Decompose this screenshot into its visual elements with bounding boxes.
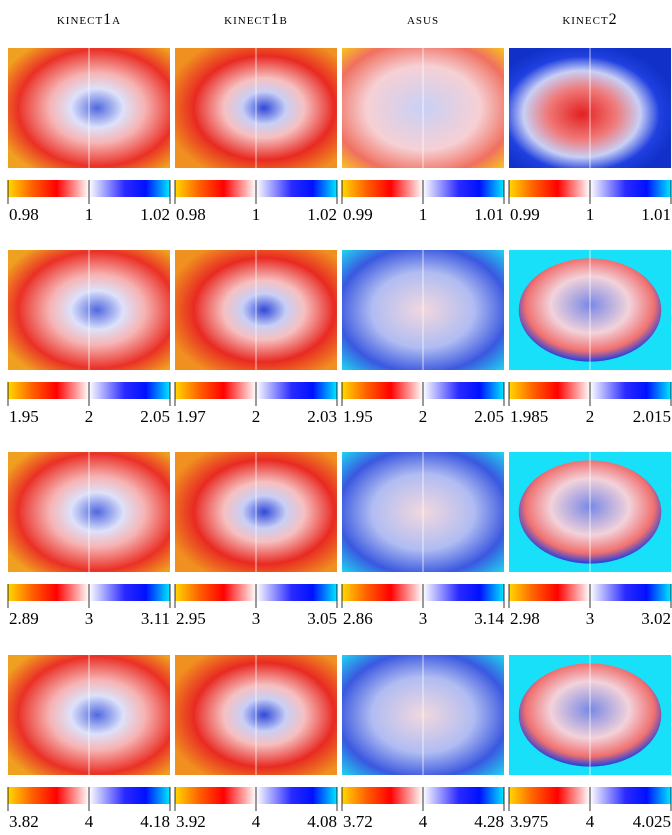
- tick-label: 4: [85, 812, 94, 831]
- tick-label: 3.92: [176, 812, 206, 831]
- tick-label: 2: [419, 407, 428, 426]
- column-header: asus: [407, 11, 439, 28]
- tick-label: 0.99: [510, 205, 540, 224]
- tick-label: 4: [252, 812, 261, 831]
- tick-label: 1.01: [474, 205, 504, 224]
- heatmap: [8, 452, 170, 572]
- tick-label: 4: [586, 812, 595, 831]
- tick-label: 3.72: [343, 812, 373, 831]
- heatmap: [8, 250, 170, 370]
- tick-label: 3.05: [307, 609, 337, 628]
- heatmap-blob: [518, 460, 662, 564]
- tick-label: 2.05: [474, 407, 504, 426]
- tick-label: 2.95: [176, 609, 206, 628]
- tick-label: 3.975: [510, 812, 548, 831]
- tick-label: 4.28: [474, 812, 504, 831]
- tick-label: 2.03: [307, 407, 337, 426]
- heatmap: [342, 48, 504, 168]
- tick-label: 1.02: [140, 205, 170, 224]
- tick-label: 2.015: [633, 407, 671, 426]
- heatmap-blob: [518, 663, 662, 767]
- tick-label: 0.98: [9, 205, 39, 224]
- heatmap: [342, 250, 504, 370]
- tick-label: 1: [85, 205, 94, 224]
- heatmap: [8, 655, 170, 775]
- tick-label: 3: [419, 609, 428, 628]
- heatmap: [8, 48, 170, 168]
- tick-label: 1: [586, 205, 595, 224]
- tick-label: 3: [586, 609, 595, 628]
- tick-label: 2: [85, 407, 94, 426]
- tick-label: 2: [252, 407, 261, 426]
- tick-label: 3.14: [474, 609, 504, 628]
- tick-label: 1: [419, 205, 428, 224]
- tick-label: 3: [252, 609, 261, 628]
- tick-label: 2.89: [9, 609, 39, 628]
- heatmap: [175, 452, 337, 572]
- tick-label: 2: [586, 407, 595, 426]
- tick-label: 4.025: [633, 812, 671, 831]
- tick-label: 1.97: [176, 407, 206, 426]
- column-header: kinect1a: [57, 11, 121, 28]
- tick-label: 3.11: [141, 609, 170, 628]
- tick-label: 1.985: [510, 407, 548, 426]
- heatmap: [342, 655, 504, 775]
- tick-label: 4.08: [307, 812, 337, 831]
- tick-label: 3.82: [9, 812, 39, 831]
- column-header: kinect1b: [224, 11, 288, 28]
- tick-label: 2.98: [510, 609, 540, 628]
- tick-label: 1: [252, 205, 261, 224]
- tick-label: 1.95: [343, 407, 373, 426]
- tick-label: 4: [419, 812, 428, 831]
- tick-label: 1.02: [307, 205, 337, 224]
- heatmap: [175, 655, 337, 775]
- heatmap: [342, 452, 504, 572]
- column-header: kinect2: [562, 11, 617, 28]
- heatmap: [509, 48, 671, 168]
- tick-label: 3: [85, 609, 94, 628]
- tick-label: 4.18: [140, 812, 170, 831]
- tick-label: 3.02: [641, 609, 671, 628]
- tick-label: 1.01: [641, 205, 671, 224]
- heatmap-blob: [518, 258, 662, 362]
- tick-label: 2.05: [140, 407, 170, 426]
- tick-label: 1.95: [9, 407, 39, 426]
- heatmap: [175, 48, 337, 168]
- heatmap: [175, 250, 337, 370]
- tick-label: 0.99: [343, 205, 373, 224]
- tick-label: 2.86: [343, 609, 373, 628]
- tick-label: 0.98: [176, 205, 206, 224]
